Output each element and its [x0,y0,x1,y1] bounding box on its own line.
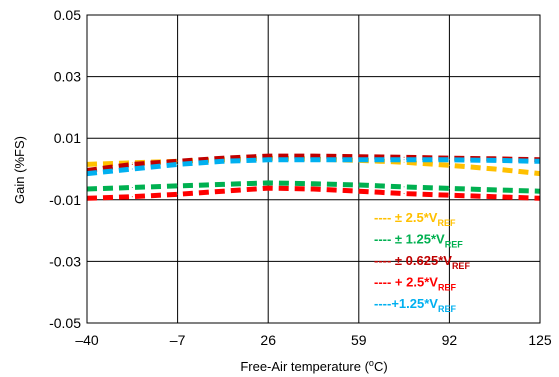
series-4-point [358,159,360,161]
series-0-point [403,161,405,163]
y-axis-ticks: -0.05 -0.03 -0.01 0.01 0.03 0.05 [49,7,81,331]
series-2-point [403,156,405,158]
series-2-point [313,155,314,157]
y-axis-title: Gain (%FS) [12,136,27,204]
series-4-point [131,168,133,170]
plot-area-frame [86,14,541,324]
series-4-point [494,159,496,161]
y-tick-label: 0.03 [54,69,81,85]
legend-entry-label: ---- ± 0.625*V [374,253,452,268]
y-tick-label: -0.05 [49,315,81,331]
series-3-point [222,190,224,192]
series-4-point [177,163,179,165]
series-2-point [222,157,224,159]
legend-entry-subscript: REF [438,304,457,314]
legend-entry-subscript: REF [437,218,456,228]
series-0-point [131,162,133,164]
series-4-point [267,159,269,161]
series-1-point [177,185,179,187]
series-3-point [403,193,405,195]
x-tick-label: 92 [442,332,458,348]
series-3-point [267,187,269,189]
series-1-point [494,189,496,191]
series-4-point [313,159,314,161]
series-4-point [222,160,224,162]
series-4-point [448,159,450,161]
legend-entry-subscript: REF [452,261,471,271]
series-4-point [403,159,405,161]
x-tick-label: –7 [170,332,186,348]
y-tick-label: -0.01 [49,192,81,208]
series-1-point [313,183,314,185]
series-1-point [222,183,224,185]
series-layer [86,153,541,201]
legend-entry-0: ---- ± 2.5*VREF [374,210,456,228]
y-tick-label: 0.01 [54,130,81,146]
y-tick-label: -0.03 [49,253,81,269]
x-axis-title: Free-Air temperature (oC) [240,358,387,374]
series-2-point [448,157,450,159]
legend-entry-label: ---- + 2.5*V [374,275,438,290]
series-2-point [177,160,179,162]
series-3-point [177,193,179,195]
legend-entry-4: ----+1.25*VREF [374,296,456,314]
series-2-point [267,155,269,157]
series-3-point [131,196,133,198]
legend-entry-1: ---- ± 1.25*VREF [374,232,463,250]
series-2-point [358,156,360,158]
series-1-point [267,182,269,184]
series-3-point [358,190,360,192]
series-0-point [494,168,496,170]
legend: ---- ± 2.5*VREF---- ± 1.25*VREF---- ± 0.… [374,210,470,314]
legend-entry-2: ---- ± 0.625*VREF [374,253,470,271]
x-tick-label: 26 [260,332,276,348]
legend-entry-label: ----+1.25*V [374,296,438,311]
legend-entry-label: ---- ± 2.5*V [374,210,438,225]
x-axis-ticks: –40 –7 26 59 92 125 [75,332,552,348]
x-tick-label: 59 [351,332,367,348]
series-3-point [448,194,450,196]
legend-entry-3: ---- + 2.5*VREF [374,275,456,293]
x-tick-label: 125 [528,332,552,348]
legend-entry-subscript: REF [445,240,464,250]
series-2-point [131,163,133,165]
series-0-point [448,164,450,166]
series-1-point [448,187,450,189]
series-1-point [131,186,133,188]
y-tick-label: 0.05 [54,7,81,23]
series-3-point [494,196,496,198]
series-3-point [313,188,314,190]
legend-entry-subscript: REF [438,283,457,293]
series-1-point [358,184,360,186]
legend-entry-label: ---- ± 1.25*V [374,232,445,247]
series-1-point [403,186,405,188]
x-tick-label: –40 [75,332,99,348]
